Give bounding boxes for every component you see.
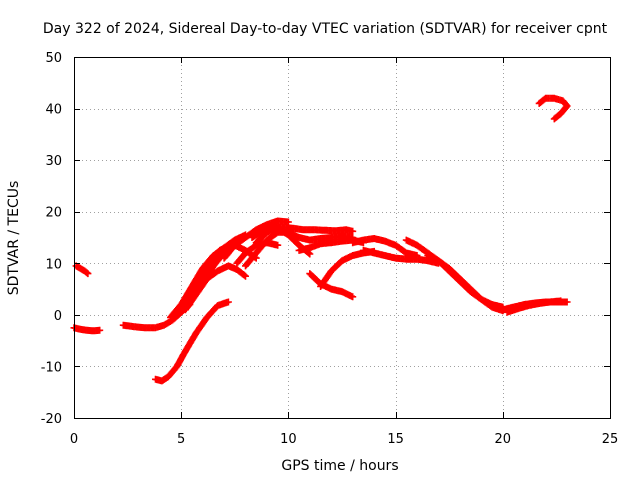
y-tick-label: 30 (45, 154, 62, 169)
series-arc-2 (72, 262, 92, 278)
x-tick-label: 25 (602, 432, 619, 447)
plot-frame (74, 57, 611, 419)
chart-title: Day 322 of 2024, Sidereal Day-to-day VTE… (43, 21, 608, 37)
y-tick-label: 10 (45, 257, 62, 272)
data-point (550, 115, 558, 123)
x-tick-label: 15 (387, 432, 404, 447)
data-point (551, 114, 559, 122)
y-tick-label: 50 (45, 51, 62, 66)
y-tick-label: 40 (45, 103, 62, 118)
data-marks (70, 94, 571, 385)
series-arc-22 (503, 297, 565, 316)
data-point (240, 271, 248, 279)
data-point (557, 297, 565, 305)
data-point (83, 269, 91, 277)
data-point (349, 227, 357, 235)
data-point (242, 272, 249, 280)
y-tick-label: -20 (41, 412, 62, 427)
series-arc-20 (424, 252, 507, 311)
series-arc-17 (349, 235, 421, 259)
series-arc-16 (317, 247, 378, 290)
x-tick-label: 20 (495, 432, 512, 447)
data-point (96, 326, 104, 334)
x-tick-label: 10 (280, 432, 297, 447)
y-tick-label: 0 (54, 309, 62, 324)
y-axis-label: SDTVAR / TECUs (6, 181, 22, 296)
data-point (306, 250, 314, 258)
axis-ticks (74, 57, 611, 419)
x-axis-label: GPS time / hours (281, 458, 398, 474)
series-arc-1 (70, 324, 104, 335)
series-arc-12 (233, 239, 282, 267)
data-point (224, 298, 232, 306)
y-tick-label: -10 (41, 360, 62, 375)
x-tick-label: 0 (70, 432, 78, 447)
series-arc-4 (152, 298, 232, 385)
data-point (349, 293, 357, 301)
data-point (563, 298, 571, 306)
y-tick-label: 20 (45, 206, 62, 221)
tick-labels: 0 5 10 15 20 25 -20 -10 0 10 20 30 40 50 (41, 51, 619, 447)
series-arc-23 (535, 94, 571, 123)
data-point (84, 270, 92, 278)
series-arc-7 (182, 262, 249, 314)
data-point (274, 241, 282, 249)
x-tick-label: 5 (177, 432, 185, 447)
